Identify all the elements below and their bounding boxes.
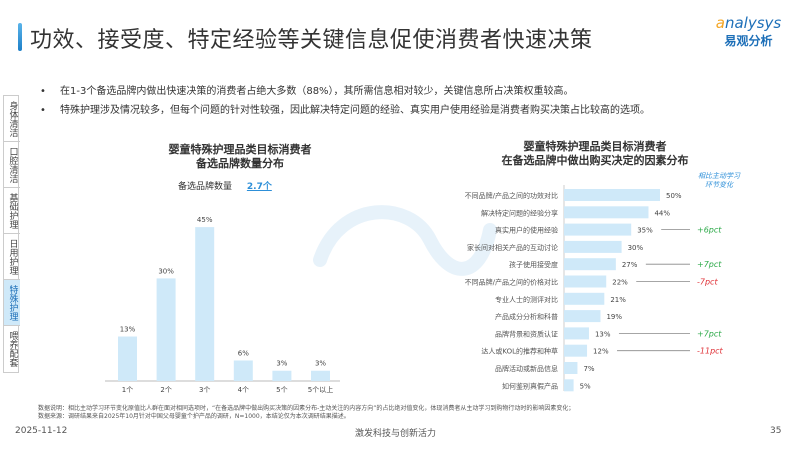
page-title: 功效、接受度、特定经验等关键信息促使消费者快速决策 <box>30 28 593 53</box>
bar <box>564 379 574 392</box>
category-label: 真实用户的使用经验 <box>495 226 558 235</box>
change-header: 相比主动学习 环节变化 <box>688 172 750 190</box>
change-header-line2: 环节变化 <box>705 181 733 189</box>
change-value: +6pct <box>697 226 722 235</box>
bar-label: 35% <box>637 227 653 235</box>
bar-label: 3% <box>276 360 287 368</box>
footer-date: 2025-11-12 <box>15 426 68 436</box>
bar-label: 19% <box>606 313 622 321</box>
bar-label: 3% <box>315 360 326 368</box>
bar <box>564 189 660 201</box>
title-accent-bar <box>18 23 22 51</box>
bar-label: 13% <box>120 326 136 334</box>
category-label: 1个 <box>122 386 133 394</box>
category-label: 专业人士的测评对比 <box>495 295 558 304</box>
footnote-note: 数据说明：相比主动学习环节变化原值比人群在面对相同选项时，“在备选品牌中做出购买… <box>38 405 575 412</box>
sidenav-item[interactable]: 口腔清洁 <box>4 142 20 188</box>
sidenav-item[interactable]: 基础护理 <box>4 188 20 234</box>
bar-label: 13% <box>595 330 611 338</box>
category-label: 5个以上 <box>308 385 333 394</box>
category-label: 产品成分分析和科普 <box>495 312 558 321</box>
category-label: 3个 <box>199 386 210 394</box>
bullet-2: • 特殊护理涉及情况较多，但每个问题的针对性较强，因此解决特定问题的经验、真实用户… <box>40 105 650 116</box>
bar <box>564 223 632 236</box>
sidenav-item[interactable]: 日用护理 <box>4 234 20 280</box>
footer-slogan: 激发科技与创新活力 <box>355 429 437 439</box>
left-chart-title-line1: 婴童特殊护理品类目标消费者 <box>168 143 312 156</box>
analysys-logo: analysys 易观分析 <box>706 14 791 49</box>
bar-label: 6% <box>238 349 249 357</box>
bar-label: 5% <box>580 382 591 390</box>
bar <box>118 336 137 381</box>
bar <box>564 292 605 305</box>
bar-label: 27% <box>622 261 638 269</box>
change-value: -11pct <box>697 347 724 356</box>
right-chart-title: 婴童特殊护理品类目标消费者 在备选品牌中做出购买决定的因素分布 <box>480 140 710 168</box>
bar-label: 50% <box>666 192 682 200</box>
left-chart-title: 婴童特殊护理品类目标消费者 备选品牌数量分布 <box>140 143 340 171</box>
bar <box>564 275 607 288</box>
bar <box>156 278 176 381</box>
category-label: 品牌活动或新品信息 <box>495 364 558 373</box>
bar <box>564 327 589 340</box>
sidenav-item[interactable]: 喂养配套 <box>7 331 18 367</box>
left-chart: 13% 1个 30% 2个 45% 3个 6% 4个 3% 5个 3% 5个以上 <box>105 216 340 394</box>
bar-label: 21% <box>610 296 626 304</box>
logo-cn: 易观分析 <box>724 34 773 48</box>
left-chart-title-line2: 备选品牌数量分布 <box>196 157 284 170</box>
category-label: 不同品牌/产品之间的价格对比 <box>465 278 558 287</box>
category-label: 5个 <box>276 386 287 394</box>
change-value: -7pct <box>697 278 718 287</box>
avg-brand-label: 备选品牌数量 <box>178 182 233 192</box>
avg-brand-value: 2.7个 <box>246 182 272 192</box>
bar <box>564 240 622 253</box>
logo-en: nalysys <box>724 14 782 32</box>
change-header-line1: 相比主动学习 <box>698 172 740 180</box>
change-value: +7pct <box>697 329 722 338</box>
bar-label: 45% <box>197 216 213 224</box>
sidenav-item[interactable]: 特殊护理 <box>4 280 20 326</box>
bar <box>564 344 588 357</box>
category-label: 2个 <box>160 386 171 394</box>
right-chart-title-line1: 婴童特殊护理品类目标消费者 <box>523 140 667 153</box>
sidenav-item[interactable]: 身体清洁 <box>4 96 20 142</box>
avg-brand-count: 备选品牌数量 2.7个 <box>178 179 272 192</box>
bar-label: 30% <box>628 244 644 252</box>
bar <box>564 258 616 271</box>
bar-label: 12% <box>593 348 609 356</box>
bar-label: 7% <box>583 365 594 373</box>
category-label: 不同品牌/产品之间的功效对比 <box>465 191 558 200</box>
right-chart: 不同品牌/产品之间的功效对比 50% 解决特定问题的经验分享 44% 真实用户的使用经验… <box>465 185 724 392</box>
category-label: 孩子使用接受度 <box>509 260 558 269</box>
footer-page: 35 <box>770 426 782 436</box>
right-chart-title-line2: 在备选品牌中做出购买决定的因素分布 <box>501 154 689 167</box>
bullet-text: 在1-3个备选品牌内做出快速决策的消费者占绝大多数（88%），其所需信息相对较少… <box>60 86 574 97</box>
footnote-source: 数据来源：调研结果来自2025年10月针对中国父母婴童个护产品的调研，N=100… <box>38 413 350 420</box>
logo-initial: a <box>715 14 725 32</box>
bullet-1: • 在1-3个备选品牌内做出快速决策的消费者占绝大多数（88%），其所需信息相对较… <box>40 86 574 97</box>
bar <box>272 370 292 381</box>
category-label: 解决特定问题的经验分享 <box>481 208 558 217</box>
bar <box>311 370 330 381</box>
category-label: 4个 <box>238 386 249 394</box>
bar <box>233 360 253 381</box>
bar <box>564 362 578 374</box>
change-value: +7pct <box>697 260 722 269</box>
category-label: 如何鉴别真假产品 <box>502 381 558 390</box>
bar <box>564 206 649 219</box>
category-label: 品牌背景和资质认证 <box>495 329 558 338</box>
category-label: 达人或KOL的推荐和种草 <box>481 347 558 356</box>
bar-label: 22% <box>612 279 628 287</box>
bar-label: 44% <box>654 209 670 217</box>
category-label: 家长间对相关产品的互动讨论 <box>467 243 558 252</box>
side-nav: 身体清洁 口腔清洁 基础护理 日用护理 特殊护理喂养配套 <box>3 95 20 373</box>
bullet-text: 特殊护理涉及情况较多，但每个问题的针对性较强，因此解决特定问题的经验、真实用户使… <box>60 105 650 116</box>
bar <box>195 227 215 381</box>
bar-label: 30% <box>158 267 174 275</box>
bar <box>564 310 601 323</box>
